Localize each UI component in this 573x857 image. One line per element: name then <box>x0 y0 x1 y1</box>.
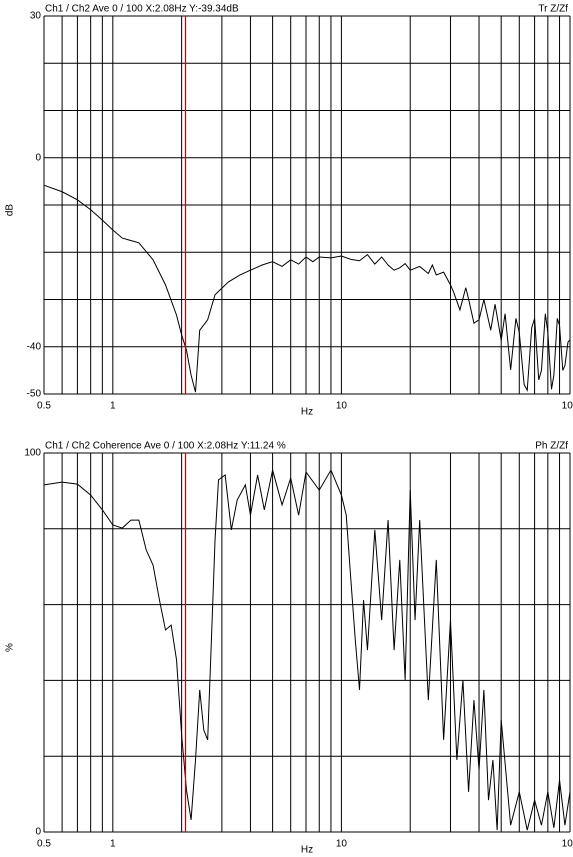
x-tick-label: 100 <box>562 401 573 412</box>
y-tick-label: 100 <box>24 448 41 459</box>
x-axis-label: Hz <box>301 407 313 418</box>
chart-title: Ch1 / Ch2 Coherence Ave 0 / 100 X:2.08Hz… <box>45 441 286 452</box>
x-tick-label: 1 <box>110 839 116 850</box>
x-tick-label: 10 <box>336 839 348 850</box>
x-tick-label: 100 <box>562 839 573 850</box>
x-tick-label: 1 <box>110 401 116 412</box>
x-tick-label: 0.5 <box>37 401 51 412</box>
trace-label: Ph Z/Zf <box>535 441 568 452</box>
title-background <box>45 439 275 452</box>
y-tick-label: 0 <box>35 827 41 838</box>
x-tick-label: 0.5 <box>37 839 51 850</box>
trace-label: Tr Z/Zf <box>538 4 568 15</box>
y-axis-label: % <box>5 643 16 652</box>
title-background <box>45 2 275 15</box>
y-tick-label: -50 <box>27 389 42 400</box>
chart-title: Ch1 / Ch2 Ave 0 / 100 X:2.08Hz Y:-39.34d… <box>45 4 239 15</box>
x-axis-label: Hz <box>301 845 313 856</box>
data-line <box>43 184 571 393</box>
y-tick-label: 30 <box>30 11 42 22</box>
y-tick-label: -40 <box>27 341 42 352</box>
data-line <box>43 468 571 831</box>
y-axis-label: dB <box>5 204 16 217</box>
y-tick-label: 0 <box>35 152 41 163</box>
x-tick-label: 10 <box>336 401 348 412</box>
